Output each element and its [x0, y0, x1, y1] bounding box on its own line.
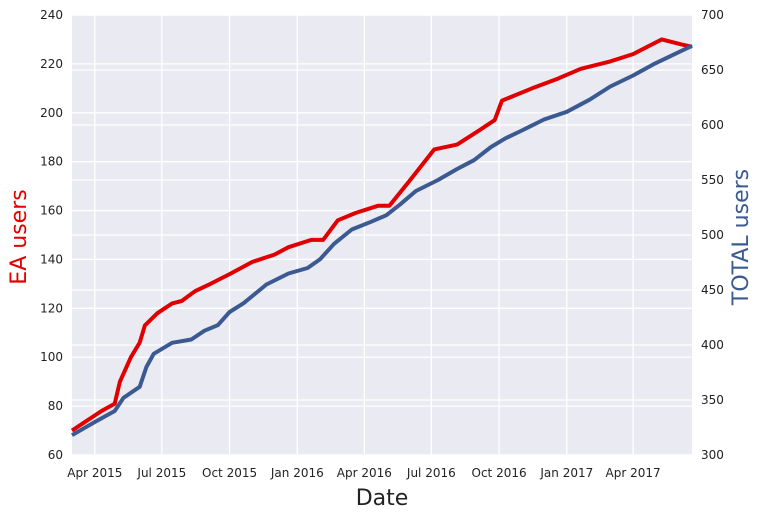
left-tick-label: 100: [40, 350, 63, 364]
left-tick-label: 140: [40, 252, 63, 266]
x-tick-label: Apr 2015: [67, 466, 122, 480]
left-tick-label: 160: [40, 204, 63, 218]
grid: [72, 14, 692, 456]
right-axis-title: TOTAL users: [729, 169, 754, 306]
right-tick-labels: 300 350 400 450 500 550 600 650 700: [701, 8, 724, 462]
x-tick-label: Oct 2016: [472, 466, 527, 480]
right-tick-label: 450: [701, 283, 724, 297]
x-tick-label: Oct 2015: [202, 466, 257, 480]
right-tick-label: 700: [701, 8, 724, 22]
x-tick-label: Jul 2015: [136, 466, 186, 480]
series-lines: [70, 37, 693, 437]
right-tick-label: 350: [701, 393, 724, 407]
left-tick-labels: 60 80 100 120 140 160 180 200 220 240: [40, 8, 63, 462]
x-tick-label: Jan 2016: [270, 466, 324, 480]
total-users-line: [70, 43, 693, 437]
left-tick-label: 220: [40, 57, 63, 71]
x-tick-label: Jul 2016: [406, 466, 456, 480]
x-tick-label: Jan 2017: [539, 466, 593, 480]
left-tick-label: 80: [48, 399, 63, 413]
right-tick-label: 400: [701, 338, 724, 352]
x-axis-title: Date: [356, 486, 409, 511]
x-tick-label: Apr 2016: [337, 466, 392, 480]
left-tick-label: 200: [40, 106, 63, 120]
left-tick-label: 240: [40, 8, 63, 22]
ea-users-line: [70, 37, 693, 433]
right-tick-label: 500: [701, 228, 724, 242]
right-tick-label: 600: [701, 118, 724, 132]
right-tick-label: 550: [701, 173, 724, 187]
left-tick-label: 120: [40, 301, 63, 315]
left-axis-title: EA users: [7, 189, 32, 284]
left-tick-label: 180: [40, 155, 63, 169]
left-tick-label: 60: [48, 448, 63, 462]
right-tick-label: 650: [701, 63, 724, 77]
x-tick-labels: Apr 2015 Jul 2015 Oct 2015 Jan 2016 Apr 2016…: [67, 466, 660, 480]
right-tick-label: 300: [701, 448, 724, 462]
x-tick-label: Apr 2017: [606, 466, 661, 480]
